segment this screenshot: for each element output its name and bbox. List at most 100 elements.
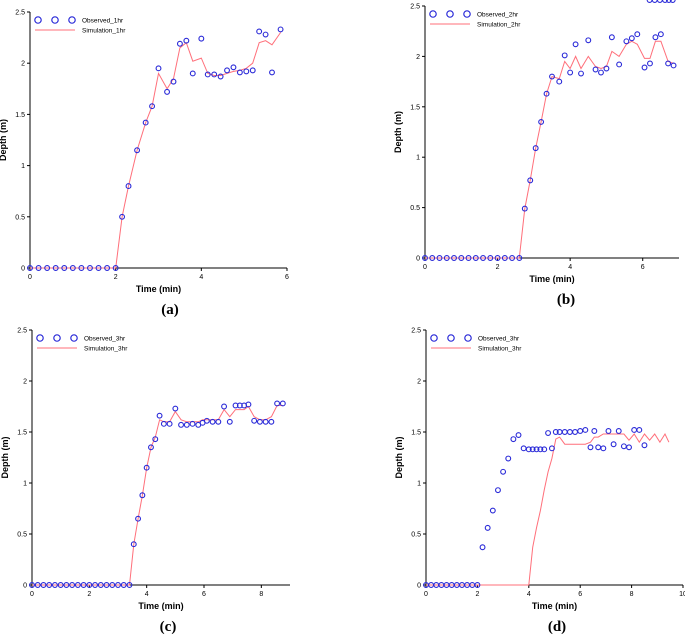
observed-point [44,265,51,271]
legend-simulation-label: Simulation_3hr [84,346,128,353]
observed-point [552,429,559,435]
legend-observed-marker [463,10,471,18]
observed-point [274,400,281,407]
y-axis-label: Depth (m) [0,437,10,479]
observed-point [155,65,162,72]
y-tick-label: 1.5 [411,430,421,437]
y-tick-label: 2.5 [410,4,420,11]
x-axis-label: Time (min) [529,274,574,284]
y-tick-label: 0.5 [410,205,420,212]
observed-point [509,255,516,261]
observed-point [487,255,494,261]
observed-point [40,582,47,588]
observed-point [172,405,179,412]
observed-point [651,0,658,3]
observed-point [178,421,185,428]
observed-point [160,420,167,427]
panel-label: (a) [161,302,179,318]
observed-point [134,147,141,154]
legend-simulation-label: Simulation_1hr [82,28,126,35]
observed-point [494,255,501,261]
observed-point [103,582,110,588]
y-axis-label: Depth (m) [0,119,8,161]
observed-point [505,455,512,462]
y-tick-label: 0 [417,583,421,590]
observed-point [472,255,479,261]
observed-point [46,582,53,588]
observed-point [529,446,536,453]
observed-point [156,412,163,419]
legend-observed-marker [68,16,76,24]
observed-point [130,541,137,548]
observed-point [556,78,563,85]
observed-point [92,582,99,588]
observed-point [587,444,594,451]
observed-point [120,582,127,588]
x-tick-label: 6 [578,591,582,598]
observed-point [109,582,116,588]
observed-point [126,582,133,588]
observed-point [104,265,111,271]
y-tick-label: 2.5 [411,328,421,335]
y-tick-label: 2 [417,379,421,386]
chart-panel-2: 0 2 4 6 0 0.5 1 1.5 2 2.5 Time (min) Depth (m) Obser… [393,4,679,308]
observed-point [595,444,602,451]
observed-point [221,403,228,410]
observed-point [125,183,132,190]
y-axis-label: Depth (m) [393,111,403,153]
observed-point [203,417,210,424]
observed-point [226,418,233,425]
observed-point [35,265,42,271]
observed-point [566,429,573,435]
legend-observed-label: Observed_3hr [478,336,520,343]
observed-point [262,31,269,38]
observed-point [600,445,607,452]
x-tick-label: 2 [475,591,479,598]
x-tick-label: 10 [679,591,685,598]
observed-point [112,265,119,271]
observed-point [657,31,664,38]
observed-point [183,421,190,428]
observed-point [561,429,568,435]
y-tick-label: 1 [417,481,421,488]
panel-label: (c) [160,619,177,635]
y-tick-label: 2.5 [15,10,25,17]
simulation-series-line [426,432,670,586]
observed-point [572,41,579,48]
x-tick-label: 0 [30,591,34,598]
legend-observed-marker [53,334,61,342]
observed-point [74,582,81,588]
observed-point [86,582,93,588]
legend-observed-marker [36,334,44,342]
observed-point [256,418,263,425]
chart-panel-1: 0 2 4 6 0 0.5 1 1.5 2 2.5 Time (min) Depth (m) Obser… [0,10,289,319]
observed-point [533,446,540,453]
observed-point [80,582,87,588]
y-tick-label: 1 [21,163,25,170]
observed-point [256,28,263,35]
observed-point [484,524,491,531]
observed-point [87,265,93,271]
observed-point [561,52,568,59]
legend-simulation-label: Simulation_3hr [478,346,522,353]
observed-point [626,444,632,451]
observed-point [537,446,544,453]
observed-point [245,401,252,408]
legend-observed-marker [429,10,437,18]
observed-point [422,255,428,261]
panel-label: (d) [548,619,566,635]
observed-point [143,464,150,471]
y-tick-label: 2 [416,54,420,61]
observed-point [211,71,218,78]
x-tick-label: 6 [202,591,206,598]
observed-point [119,213,126,220]
legend: Observed_3hr Simulation_3hr [36,334,128,353]
observed-point [262,418,269,425]
y-tick-label: 0 [23,583,27,590]
observed-point [545,430,552,436]
observed-point [541,446,548,453]
observed-point [27,265,33,271]
x-tick-label: 2 [114,274,118,281]
observed-point [489,507,496,514]
